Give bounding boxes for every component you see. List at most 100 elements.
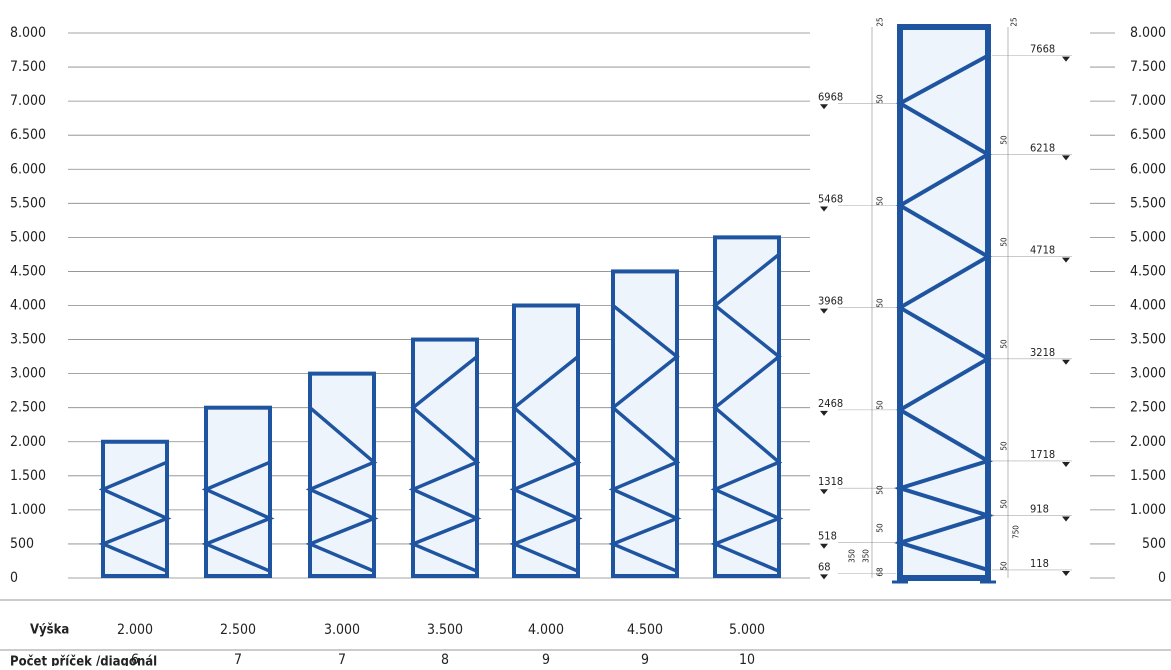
big-frame	[897, 24, 991, 581]
dim-label: 25	[1010, 17, 1019, 26]
count-label: 6	[131, 652, 139, 666]
dim-label: 50	[1000, 339, 1009, 349]
level-marker	[1062, 56, 1070, 62]
height-label: 2.500	[220, 622, 256, 638]
level-label: 6218	[1030, 141, 1055, 154]
level-marker	[820, 574, 828, 580]
bracing	[710, 253, 784, 573]
y-tick-label: 3.000	[1130, 366, 1166, 382]
frame	[204, 405, 272, 578]
y-tick-label: 4.000	[10, 298, 46, 314]
dim-label: 750	[1012, 525, 1021, 539]
dim-label: 50	[876, 523, 885, 533]
level-label: 1318	[818, 475, 843, 488]
height-label: 2.000	[117, 622, 153, 638]
level-marker	[1062, 570, 1070, 576]
y-tick-label: 1.500	[10, 468, 46, 484]
height-label: 3.500	[427, 622, 463, 638]
dim-label: 50	[876, 400, 885, 410]
level-marker	[1062, 155, 1070, 161]
bracing	[408, 355, 482, 573]
frame	[713, 235, 781, 578]
dim-label: 50	[876, 298, 885, 308]
level-label: 2468	[818, 397, 843, 410]
y-tick-label: 3.500	[1130, 332, 1166, 348]
y-tick-label: 2.000	[1130, 434, 1166, 450]
y-tick-label: 0	[1158, 570, 1166, 586]
level-label: 7668	[1030, 43, 1055, 56]
y-tick-label: 4.500	[1130, 263, 1166, 279]
bracing	[201, 460, 275, 573]
y-tick-label: 5.500	[10, 195, 46, 211]
dim-label: 50	[1000, 441, 1009, 451]
frame	[101, 439, 169, 578]
dim-label: 25	[876, 17, 885, 26]
frame	[611, 269, 679, 578]
y-tick-label: 4.000	[1130, 298, 1166, 314]
level-label: 3968	[818, 295, 843, 308]
height-label: 5.000	[729, 622, 765, 638]
y-tick-label: 7.500	[1130, 59, 1166, 75]
level-marker	[820, 104, 828, 110]
y-tick-label: 2.500	[10, 400, 46, 416]
frame	[512, 303, 580, 578]
count-label: 8	[441, 652, 449, 666]
dim-label: 350	[848, 549, 857, 563]
level-label: 6968	[818, 90, 843, 103]
frame	[411, 337, 479, 578]
y-tick-label: 6.000	[1130, 161, 1166, 177]
height-label: 4.500	[627, 622, 663, 638]
bracing	[98, 460, 172, 573]
y-tick-label: 500	[1142, 536, 1166, 552]
level-marker	[820, 308, 828, 314]
bracing	[305, 406, 379, 573]
level-label: 68	[818, 560, 831, 573]
level-marker	[1062, 461, 1070, 467]
y-tick-label: 2.000	[10, 434, 46, 450]
y-tick-label: 8.000	[10, 25, 46, 41]
count-label: 7	[234, 652, 242, 666]
count-label: 9	[641, 652, 649, 666]
y-tick-label: 6.500	[1130, 127, 1166, 143]
bracing	[509, 355, 583, 573]
y-tick-label: 6.500	[10, 127, 46, 143]
dim-label: 50	[1000, 499, 1009, 509]
dim-label: 68	[876, 567, 885, 577]
count-label: 10	[739, 652, 755, 666]
y-tick-label: 5.000	[1130, 229, 1166, 245]
y-tick-label: 5.000	[10, 229, 46, 245]
count-label: 9	[542, 652, 550, 666]
y-tick-label: 5.500	[1130, 195, 1166, 211]
level-label: 5468	[818, 192, 843, 205]
level-label: 118	[1030, 557, 1049, 570]
y-tick-label: 7.000	[1130, 93, 1166, 109]
level-marker	[820, 543, 828, 549]
level-label: 3218	[1030, 346, 1055, 359]
level-label: 518	[818, 530, 837, 543]
y-tick-label: 2.500	[1130, 400, 1166, 416]
dim-label: 50	[1000, 135, 1009, 145]
y-tick-label: 1.000	[1130, 502, 1166, 518]
level-marker	[820, 206, 828, 212]
level-label: 4718	[1030, 244, 1055, 257]
y-tick-label: 3.500	[10, 332, 46, 348]
level-marker	[1062, 516, 1070, 522]
dim-label: 50	[876, 485, 885, 495]
big-bracing	[893, 53, 995, 572]
y-tick-label: 7.000	[10, 93, 46, 109]
dim-label: 50	[876, 94, 885, 104]
y-tick-label: 1.000	[10, 502, 46, 518]
height-label: 3.000	[324, 622, 360, 638]
y-tick-label: 7.500	[10, 59, 46, 75]
y-tick-label: 0	[10, 570, 18, 586]
y-tick-label: 6.000	[10, 161, 46, 177]
y-tick-label: 1.500	[1130, 468, 1166, 484]
y-tick-label: 500	[10, 536, 34, 552]
dim-label: 50	[1000, 237, 1009, 247]
y-tick-label: 8.000	[1130, 25, 1166, 41]
bracing	[608, 304, 682, 573]
level-marker	[1062, 359, 1070, 365]
level-marker	[1062, 257, 1070, 263]
dim-label: 50	[876, 196, 885, 206]
